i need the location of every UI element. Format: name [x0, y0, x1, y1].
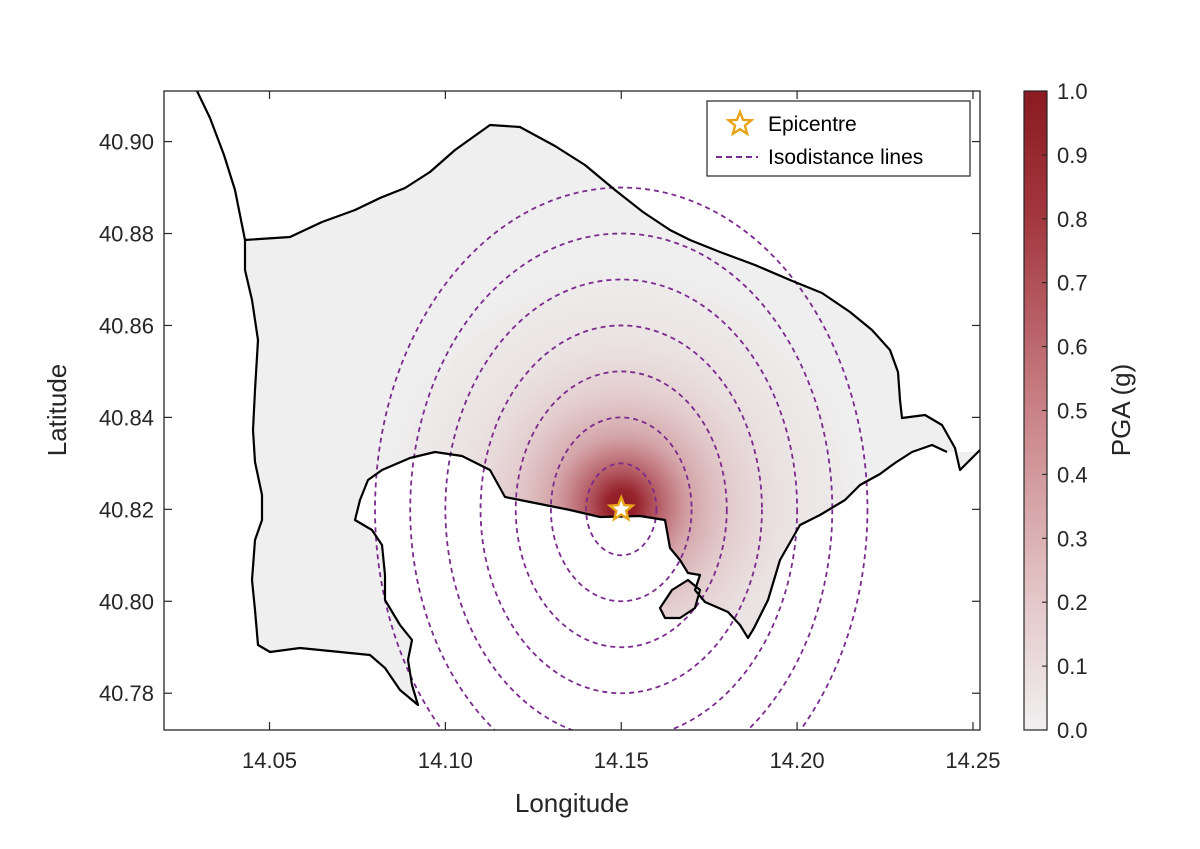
colorbar-tick-label: 0.4	[1057, 462, 1088, 487]
isodistance-lines	[374, 186, 869, 730]
colorbar-tick-label: 1.0	[1057, 79, 1088, 104]
y-tick-label: 40.90	[99, 130, 154, 155]
isodistance-circle-3	[514, 370, 728, 649]
colorbar-tick-label: 0.5	[1057, 399, 1088, 424]
coastline	[196, 91, 980, 707]
x-tick-label: 14.10	[418, 748, 473, 773]
x-tick-label: 14.20	[770, 748, 825, 773]
colorbar-tick-label: 0.3	[1057, 526, 1088, 551]
colorbar-tick-label: 0.0	[1057, 718, 1088, 743]
y-tick-label: 40.88	[99, 222, 154, 247]
y-tick-label: 40.84	[99, 405, 154, 430]
x-tick-label: 14.15	[594, 748, 649, 773]
colorbar-tick-label: 0.9	[1057, 143, 1088, 168]
isodistance-circle-4	[479, 324, 763, 695]
x-tick-label: 14.05	[242, 748, 297, 773]
legend: Epicentre Isodistance lines	[706, 100, 971, 177]
colorbar-tick-label: 0.8	[1057, 207, 1088, 232]
isodistance-circle-7	[374, 186, 869, 730]
legend-star-icon	[725, 108, 755, 137]
y-tick-label: 40.78	[99, 681, 154, 706]
legend-label-epicentre: Epicentre	[768, 113, 857, 136]
y-tick-label: 40.86	[99, 313, 154, 338]
plot-frame	[163, 90, 981, 731]
map-plot: 14.05 14.10 14.15 14.20 14.25 40.78 40.80 40.8…	[99, 90, 1000, 773]
colorbar-title: PGA (g)	[1106, 364, 1136, 456]
y-tick-label: 40.80	[99, 589, 154, 614]
x-tick-label: 14.25	[945, 748, 1000, 773]
y-tick-label: 40.82	[99, 497, 154, 522]
isodistance-circle-5	[444, 278, 798, 730]
colorbar-tick-label: 0.1	[1057, 654, 1088, 679]
colorbar-ticks: 0.0 0.1 0.2 0.3 0.4 0.5 0.6 0.7 0.8 0.9 1.0	[1042, 79, 1088, 743]
x-axis-title: Longitude	[515, 788, 629, 818]
colorbar-tick-label: 0.2	[1057, 590, 1088, 615]
isodistance-circle-6	[409, 232, 834, 730]
y-axis-ticks: 40.78 40.80 40.82 40.84 40.86 40.88 40.90	[99, 130, 980, 706]
legend-box	[706, 100, 971, 177]
colorbar: 0.0 0.1 0.2 0.3 0.4 0.5 0.6 0.7 0.8 0.9 1.0 PGA (g…	[1023, 79, 1136, 743]
colorbar-tick-label: 0.7	[1057, 271, 1088, 296]
colorbar-tick-label: 0.6	[1057, 335, 1088, 360]
isodistance-circle-2	[549, 416, 693, 603]
x-axis-ticks: 14.05 14.10 14.15 14.20 14.25	[242, 91, 1000, 773]
isodistance-circle-1	[585, 462, 658, 557]
y-axis-title: Latitude	[42, 364, 72, 457]
legend-label-isodistance: Isodistance lines	[768, 146, 923, 169]
epicentre-star-icon	[606, 494, 636, 522]
